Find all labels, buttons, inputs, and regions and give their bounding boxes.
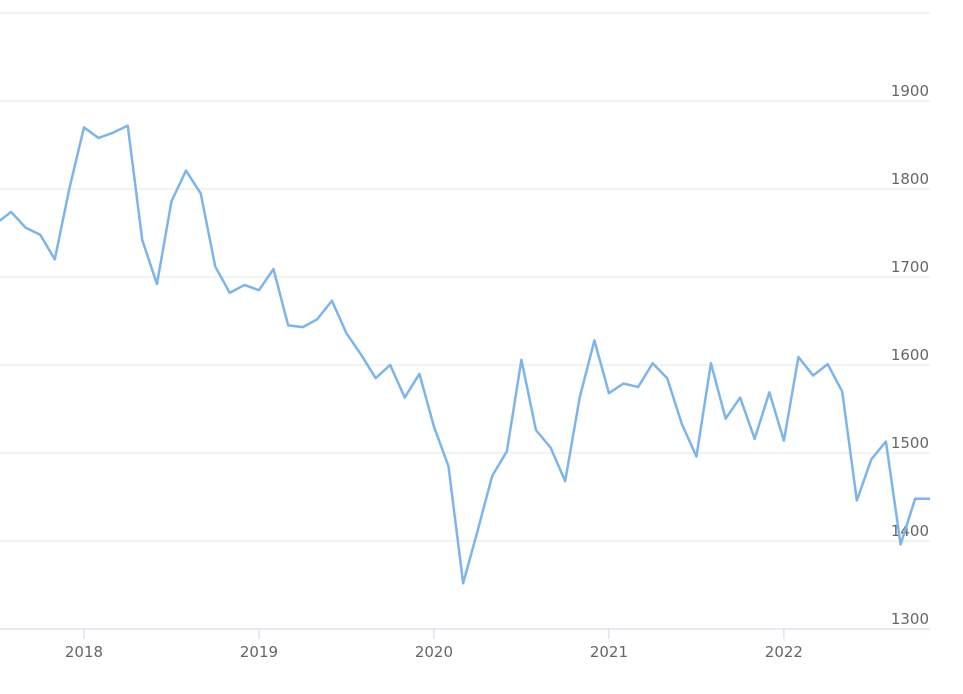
y-tick-label: 1300	[891, 610, 929, 628]
data-line	[0, 124, 930, 585]
x-tick-label: 2021	[590, 643, 628, 661]
x-tick-label: 2019	[240, 643, 278, 661]
x-tick-label: 2020	[415, 643, 453, 661]
y-tick-label: 1500	[891, 434, 929, 452]
y-tick-label: 1700	[891, 258, 929, 276]
y-tick-label: 1800	[891, 170, 929, 188]
x-tick-label: 2018	[65, 643, 103, 661]
y-tick-label: 1600	[891, 346, 929, 364]
y-tick-label: 1900	[891, 82, 929, 100]
x-tick-label: 2022	[765, 643, 803, 661]
